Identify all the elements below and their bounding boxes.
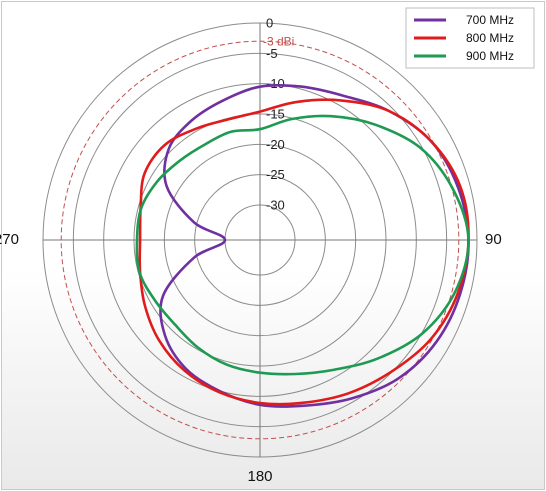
- radial-tick-label: -5: [266, 46, 278, 61]
- legend-label-2: 900 MHz: [466, 49, 514, 63]
- angle-label-270: 270: [0, 231, 19, 248]
- legend-label-1: 800 MHz: [466, 31, 514, 45]
- series-line-2: [135, 114, 470, 376]
- radial-tick-labels: 0 -5 -10 -15 -20 -25 -30: [266, 15, 285, 212]
- radial-grid: [42, 22, 478, 458]
- angle-labels: 90 180 270: [0, 231, 502, 485]
- series-layer: [135, 83, 470, 408]
- radial-tick-label: -15: [266, 106, 285, 121]
- legend: 700 MHz 800 MHz 900 MHz: [405, 7, 535, 69]
- series-line-1: [138, 98, 470, 406]
- angle-label-90: 90: [485, 231, 502, 248]
- radial-tick-label: 0: [266, 15, 273, 30]
- angle-label-180: 180: [247, 468, 272, 485]
- radial-tick-label: -20: [266, 137, 285, 152]
- reference-ring: -3 dBi: [60, 34, 460, 440]
- reference-ring-circle: [60, 40, 460, 440]
- reference-ring-label: -3 dBi: [263, 34, 294, 48]
- radial-tick-label: -25: [266, 167, 285, 182]
- legend-label-0: 700 MHz: [466, 13, 514, 27]
- radial-tick-label: -30: [266, 197, 285, 212]
- radial-tick-label: -10: [266, 76, 285, 91]
